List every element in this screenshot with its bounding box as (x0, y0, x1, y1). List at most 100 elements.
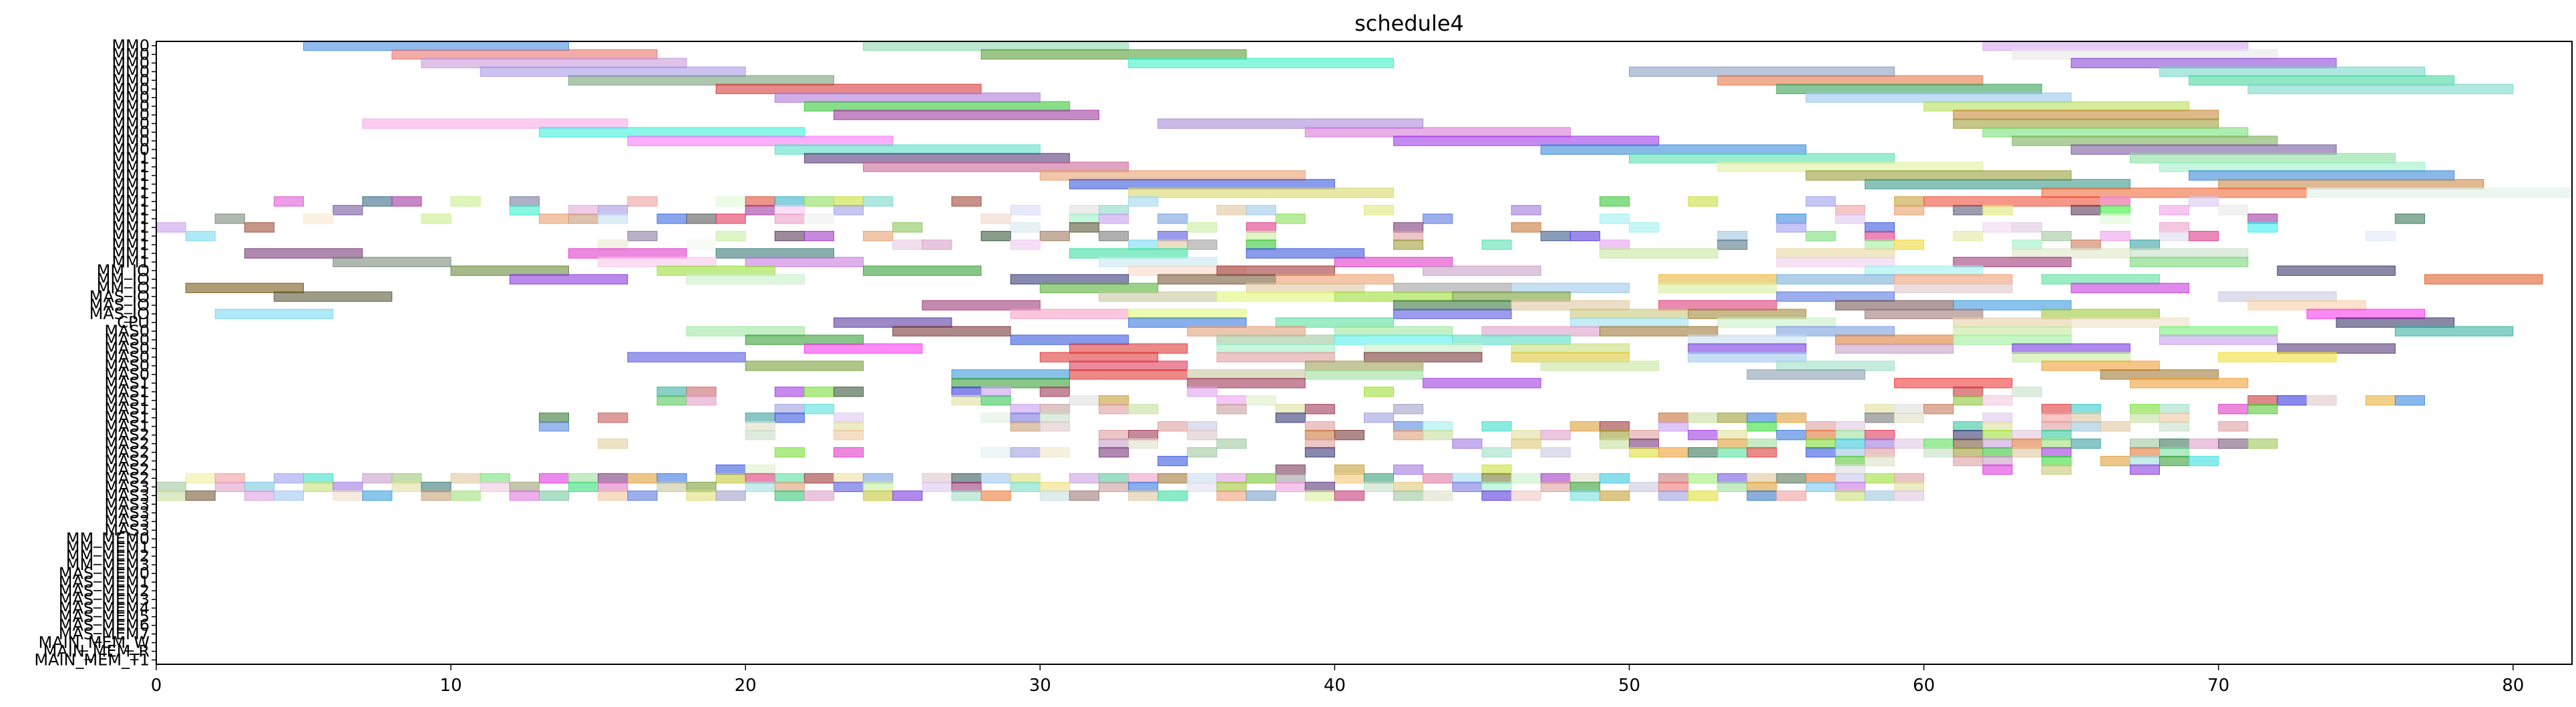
task-bar (715, 196, 746, 207)
task-bar (627, 136, 894, 146)
task-bar (1805, 230, 1836, 242)
task-bar (1187, 239, 1218, 250)
task-bar (1187, 387, 1218, 397)
task-bar (1216, 404, 1247, 415)
task-bar (803, 343, 923, 354)
task-bar (1364, 343, 1483, 354)
task-bar (803, 153, 1070, 164)
task-bar (774, 404, 805, 415)
task-bar (745, 421, 775, 432)
task-bar (1805, 92, 2072, 103)
y-tick-label: MAS_MEM1 (59, 573, 150, 592)
task-bar (2247, 222, 2278, 233)
task-bar (627, 473, 658, 484)
task-bar (1658, 282, 1777, 294)
task-bar (1629, 222, 1660, 233)
task-bar (1069, 473, 1100, 484)
task-bar (1010, 239, 1041, 250)
task-bar (1599, 248, 1718, 259)
task-bar (980, 214, 1011, 224)
task-bar (1894, 481, 1925, 493)
task-bar (2159, 230, 2190, 242)
task-bar (774, 490, 805, 501)
task-bar (1894, 282, 2013, 294)
task-bar (745, 430, 775, 441)
task-bar (1805, 438, 1836, 449)
task-bar (1039, 413, 1070, 423)
task-bar (1069, 490, 1100, 501)
task-bar (1157, 274, 1276, 285)
task-bar (1187, 222, 1218, 233)
task-bar (1570, 317, 1689, 328)
task-bar (1717, 230, 1748, 242)
task-bar (1658, 447, 1689, 458)
task-bar (1776, 291, 1895, 302)
task-bar (686, 387, 717, 397)
task-bar (1805, 447, 1836, 458)
y-tick-label: MM1 (112, 236, 150, 254)
task-bar (1953, 109, 2219, 120)
task-bar (1746, 421, 1777, 432)
task-bar (1864, 179, 2131, 190)
task-bar (1982, 438, 2013, 449)
task-bar (1099, 473, 1129, 484)
task-bar (1216, 352, 1335, 363)
task-bar (1570, 490, 1600, 501)
task-bar (1275, 464, 1306, 475)
chart-title: schedule4 (1354, 11, 1464, 36)
y-tick-label: MM1 (112, 158, 150, 176)
task-bar (1275, 473, 1306, 484)
task-bar (1688, 343, 1807, 354)
task-bar (922, 473, 952, 484)
y-tick-label: MAS0 (104, 330, 150, 349)
task-bar (480, 481, 510, 493)
task-bar (2100, 230, 2131, 242)
task-bar (1246, 230, 1276, 242)
task-bar (1364, 481, 1395, 493)
task-bar (1304, 430, 1335, 441)
task-bar (1776, 214, 1807, 224)
task-bar (2012, 49, 2278, 60)
task-bar (1010, 404, 1041, 415)
task-bar (951, 369, 1070, 380)
task-bar (1864, 438, 1895, 449)
task-bar (1953, 438, 1984, 449)
x-tick-label: 10 (440, 676, 462, 696)
task-bar (2070, 421, 2101, 432)
task-bar (1128, 188, 1395, 198)
task-bar (1835, 334, 1954, 345)
task-bar (774, 413, 805, 423)
y-tick-label: MM1 (112, 218, 150, 237)
y-tick-label: MAS0 (104, 339, 150, 358)
task-bar (1364, 205, 1395, 216)
task-bar (1835, 205, 1865, 216)
task-bar (1511, 205, 1541, 216)
task-bar (1599, 473, 1630, 484)
task-bar (803, 404, 835, 415)
task-bar (980, 395, 1011, 406)
task-bar (2070, 404, 2101, 415)
task-bar (244, 222, 274, 233)
task-bar (1923, 404, 1954, 415)
task-bar (1128, 473, 1159, 484)
x-tick-label: 60 (1913, 676, 1935, 696)
y-tick-label: MAS2 (104, 460, 150, 479)
task-bar (715, 214, 746, 224)
task-bar (1953, 118, 2219, 129)
task-bar (715, 248, 834, 259)
task-bar (1688, 473, 1718, 484)
task-bar (1805, 430, 1836, 441)
task-bar (1894, 413, 1925, 423)
task-bar (892, 326, 1011, 336)
task-bar (1099, 395, 1129, 406)
y-tick-label: MM0 (112, 79, 150, 98)
task-bar (657, 387, 687, 397)
task-bar (1452, 473, 1483, 484)
task-bar (1982, 455, 2013, 467)
task-bar (421, 214, 451, 224)
task-bar (951, 395, 982, 406)
task-bar (2041, 447, 2072, 458)
task-bar (863, 265, 982, 276)
task-bar (1304, 490, 1335, 501)
task-bar (1304, 421, 1335, 432)
